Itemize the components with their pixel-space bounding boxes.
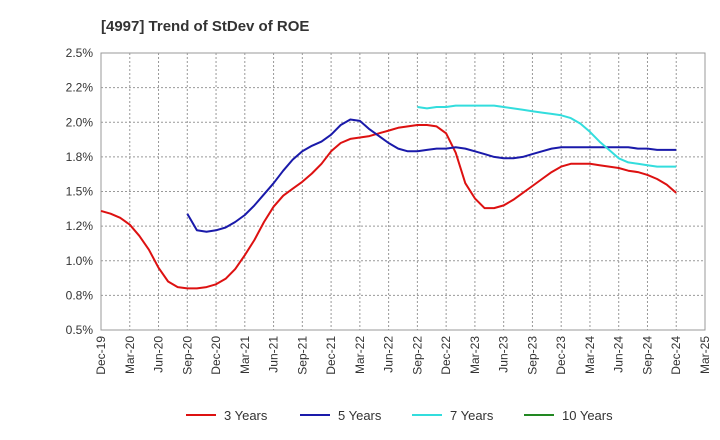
x-tick-label: Dec-21	[324, 336, 338, 375]
x-tick-label: Jun-23	[497, 336, 511, 373]
series-line	[100, 124, 677, 290]
x-tick-label: Sep-21	[295, 336, 309, 375]
x-tick-label: Sep-22	[410, 336, 424, 375]
x-tick-label: Dec-23	[554, 336, 568, 375]
x-tick-label: Mar-24	[583, 336, 597, 374]
x-tick-label: Jun-21	[267, 336, 281, 373]
series-lines	[100, 104, 677, 290]
x-tick-label: Mar-20	[123, 336, 137, 374]
y-tick-label: 2.2%	[66, 81, 94, 95]
x-tick-label: Jun-24	[612, 336, 626, 373]
chart-title: [4997] Trend of StDev of ROE	[101, 18, 309, 35]
y-tick-label: 1.5%	[66, 185, 94, 199]
legend-label: 7 Years	[450, 408, 494, 423]
legend-label: 3 Years	[224, 408, 268, 423]
x-tick-label: Mar-21	[238, 336, 252, 374]
y-tick-label: 1.0%	[66, 254, 94, 268]
y-tick-label: 2.5%	[66, 46, 94, 60]
x-tick-label: Sep-24	[640, 336, 654, 375]
x-tick-label: Sep-20	[180, 336, 194, 375]
y-tick-label: 1.8%	[66, 150, 94, 164]
series-line	[186, 118, 677, 233]
x-tick-label: Dec-22	[439, 336, 453, 375]
y-tick-label: 1.2%	[66, 219, 94, 233]
x-axis-ticks: Dec-19 Mar-20 Jun-20 Sep-20 Dec-20 Mar-21 Jun-…	[94, 336, 712, 375]
grid-lines	[101, 53, 705, 330]
x-tick-label: Dec-24	[669, 336, 683, 375]
x-tick-label: Sep-23	[525, 336, 539, 375]
y-tick-label: 0.8%	[66, 288, 94, 302]
y-tick-label: 0.5%	[66, 323, 94, 337]
x-tick-label: Dec-20	[209, 336, 223, 375]
x-tick-label: Mar-22	[353, 336, 367, 374]
legend-label: 5 Years	[338, 408, 382, 423]
x-tick-label: Dec-19	[94, 336, 108, 375]
x-tick-label: Mar-25	[698, 336, 712, 374]
x-tick-label: Jun-22	[382, 336, 396, 373]
legend: 3 Years 5 Years 7 Years 10 Years	[186, 408, 613, 423]
y-axis-ticks: 0.5% 0.8% 1.0% 1.2% 1.5% 1.8% 2.0% 2.2% 2.5%	[66, 46, 94, 337]
x-tick-label: Jun-20	[152, 336, 166, 373]
x-tick-label: Mar-23	[468, 336, 482, 374]
y-tick-label: 2.0%	[66, 115, 94, 129]
legend-label: 10 Years	[562, 408, 613, 423]
series-line	[417, 104, 677, 168]
